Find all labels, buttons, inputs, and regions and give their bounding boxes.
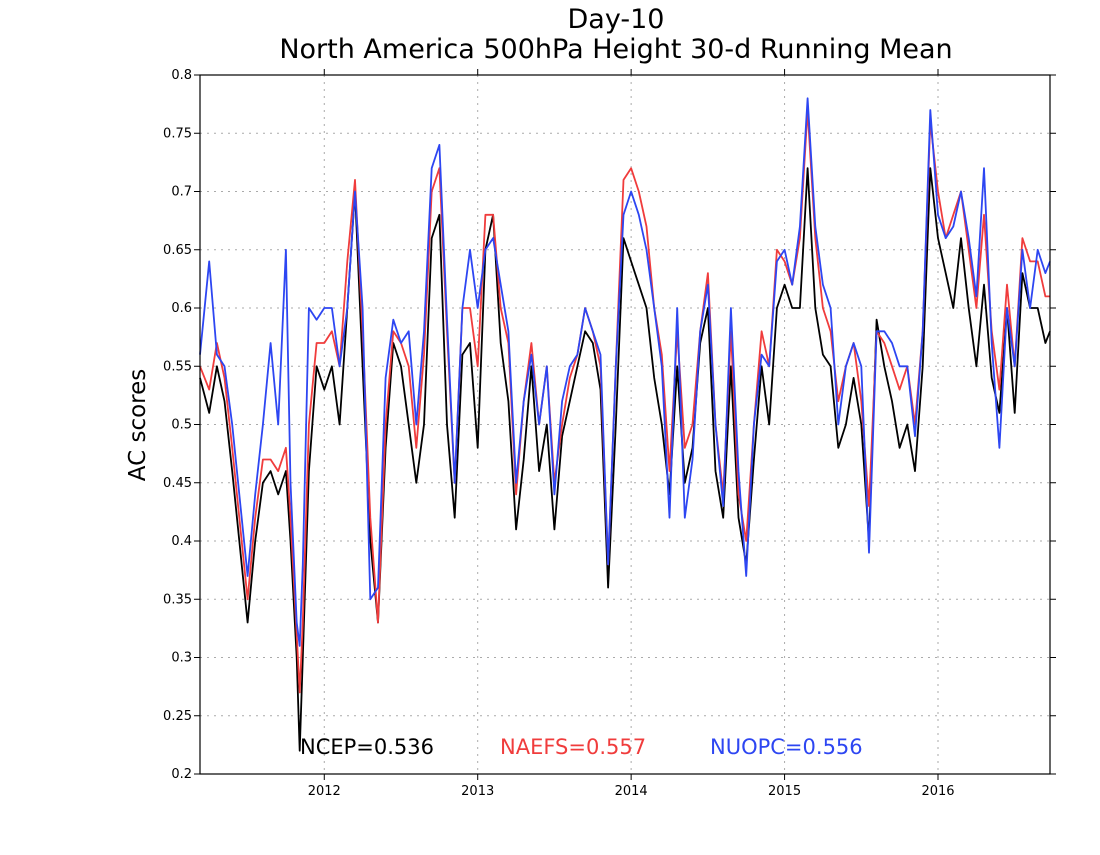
chart-subtitle: North America 500hPa Height 30-d Running… [279,34,952,65]
y-axis-label: AC scores [125,369,151,481]
y-tick-label: 0.55 [163,359,192,374]
y-tick-label: 0.45 [163,476,192,491]
x-tick-label: 2015 [768,784,801,799]
legend-label-nuopc: NUOPC=0.556 [710,735,863,759]
y-tick-label: 0.7 [171,185,192,200]
x-tick-label: 2016 [921,784,954,799]
y-tick-label: 0.2 [171,767,192,782]
y-tick-label: 0.8 [171,68,192,83]
series-layer [199,97,1051,752]
x-tick-label: 2014 [615,784,648,799]
x-tick-label: 2013 [461,784,494,799]
y-tick-label: 0.25 [163,709,192,724]
x-tick-label: 2012 [308,784,341,799]
y-tick-label: 0.35 [163,592,192,607]
y-tick-label: 0.4 [171,534,192,549]
y-tick-label: 0.65 [163,243,192,258]
series-line-nuopc [199,97,1051,647]
y-axis: 0.2 0.25 0.3 0.35 0.4 0.45 0.5 0.55 0.6 0.65 0.7 0.… [163,68,1056,782]
y-tick-label: 0.5 [171,418,192,433]
series-line-ncep [199,167,1051,752]
series-line-naefs [199,109,1050,694]
y-tick-label: 0.6 [171,301,192,316]
chart-title: Day-10 [568,4,665,35]
y-tick-label: 0.3 [171,651,192,666]
x-axis: 2012 2013 2014 2015 2016 [308,69,955,799]
grid-lines [200,75,1050,774]
y-tick-label: 0.75 [163,126,192,141]
legend-label-naefs: NAEFS=0.557 [500,735,646,759]
legend: NCEP=0.536 NAEFS=0.557 NUOPC=0.556 [300,735,863,759]
legend-label-ncep: NCEP=0.536 [300,735,434,759]
